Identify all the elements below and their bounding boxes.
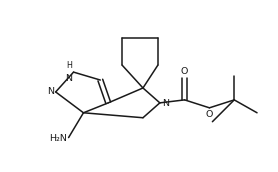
Text: O: O — [206, 110, 213, 119]
Text: N: N — [162, 99, 169, 108]
Text: O: O — [181, 67, 188, 76]
Text: N: N — [66, 74, 73, 83]
Text: N: N — [47, 87, 54, 96]
Text: H: H — [67, 61, 73, 70]
Text: H₂N: H₂N — [49, 134, 67, 143]
